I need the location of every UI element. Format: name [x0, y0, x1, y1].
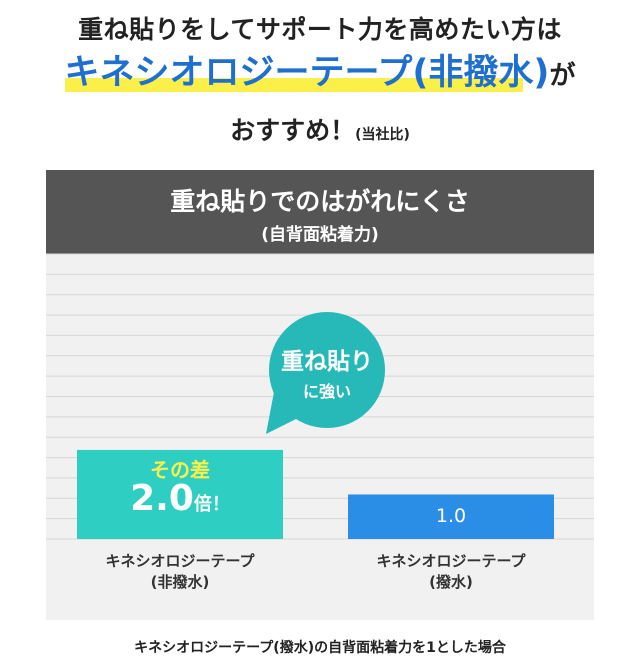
- category-label-2: キネシオロジーテープ (撥水): [376, 552, 526, 591]
- headline-note: (当社比): [355, 127, 410, 143]
- chart-subtitle: (自背面粘着力): [261, 225, 379, 245]
- bar-2: [348, 494, 554, 539]
- headline-line2: キネシオロジーテープ(非撥水)が: [0, 44, 640, 95]
- headline-recommend: おすすめ！: [230, 116, 356, 145]
- bar1-unit: 倍！: [193, 493, 230, 515]
- chart-header: 重ね貼りでのはがれにくさ (自背面粘着力): [46, 170, 594, 254]
- headline-line3: おすすめ！(当社比): [0, 111, 640, 147]
- headline-suffix: が: [549, 61, 576, 91]
- bar1-annotation-top: その差: [150, 457, 210, 482]
- footnote: キネシオロジーテープ(撥水)の自背面粘着力を1とした場合: [134, 640, 506, 656]
- chart-plot: [46, 253, 594, 540]
- speech-bubble: 重ね貼り に強い: [264, 312, 390, 438]
- bar1-data-label: 2.0: [130, 477, 194, 519]
- chart-bars: [77, 449, 554, 539]
- speech-bubble-shape: [266, 312, 385, 434]
- headline-product: キネシオロジーテープ(非撥水): [64, 53, 550, 93]
- headline-line1: 重ね貼りをしてサポート力を高めたい方は: [78, 15, 562, 44]
- bubble-line2: に強い: [302, 382, 351, 401]
- bubble-line1: 重ね貼り: [281, 349, 373, 375]
- category-label-1: キネシオロジーテープ (非撥水): [105, 552, 255, 591]
- bar2-data-label: 1.0: [435, 504, 467, 527]
- bar1-annotation-value: 2.0倍！: [77, 478, 283, 519]
- bar-1: [77, 449, 283, 539]
- highlight-marker: [64, 78, 524, 92]
- chart-title: 重ね貼りでのはがれにくさ: [170, 187, 470, 216]
